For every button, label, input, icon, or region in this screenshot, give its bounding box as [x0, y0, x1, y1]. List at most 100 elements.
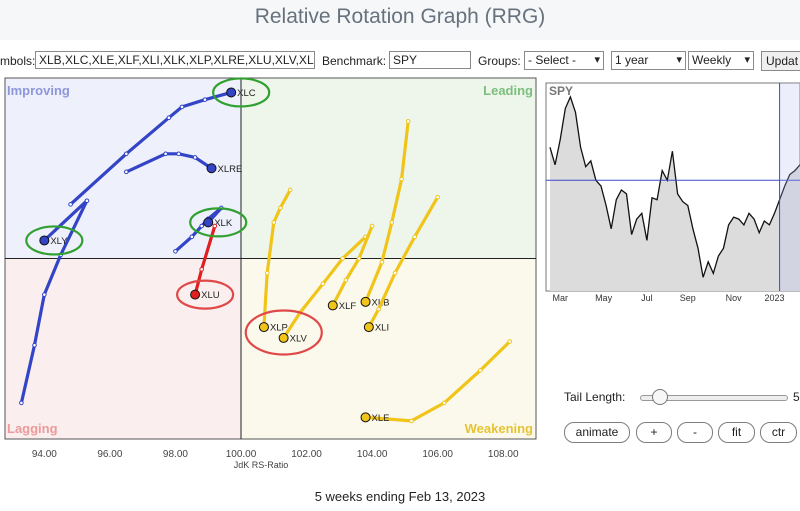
spy-x-tick-label: Jul	[641, 293, 653, 303]
tail-point-xly	[42, 292, 47, 297]
spy-x-tick-label: Nov	[726, 293, 743, 303]
rrg-quadrants: Improving Leading Lagging Weakening	[4, 77, 537, 440]
head-xlp	[258, 322, 269, 333]
frequency-select[interactable]: Weekly	[688, 51, 754, 70]
zoom-out-button[interactable]: -	[677, 422, 713, 443]
tail-point-xlb	[389, 220, 395, 225]
update-button[interactable]: Updat	[761, 51, 800, 71]
tail-point-xlu	[212, 223, 218, 229]
spy-x-tick-label: Sep	[680, 293, 696, 303]
spy-x-tick-label: 2023	[764, 293, 784, 303]
label-xle: XLE	[372, 413, 390, 424]
tail-point-xlp	[278, 205, 283, 211]
tail-xlf	[331, 224, 374, 307]
tail-point-xlf	[356, 256, 362, 261]
tail-point-xlk	[199, 223, 204, 229]
quadrant-lagging	[5, 258, 241, 439]
head-xlu	[190, 289, 201, 300]
label-xli: XLI	[375, 323, 389, 334]
x-tick-label: 104.00	[357, 449, 388, 460]
head-xle	[360, 412, 371, 423]
tail-point-xlv	[320, 281, 326, 287]
tail-length-label: Tail Length:	[564, 390, 626, 404]
fit-button[interactable]: fit	[718, 422, 755, 443]
label-xly: XLY	[50, 236, 68, 247]
center-button[interactable]: ctr	[760, 422, 797, 443]
control-bar: mbols: XLB,XLC,XLE,XLF,XLI,XLK,XLP,XLRE,…	[0, 49, 800, 75]
benchmark-input[interactable]: SPY	[389, 51, 471, 69]
tail-point-xlp	[271, 220, 277, 225]
tail-point-xli	[412, 234, 418, 240]
spy-area	[550, 96, 800, 292]
x-tick-label: 96.00	[97, 449, 122, 460]
head-xlv	[278, 332, 289, 343]
head-xlc	[226, 87, 237, 98]
quadrant-leading	[241, 78, 536, 259]
label-xlf: XLF	[339, 301, 357, 312]
quadrant-label-weakening: Weakening	[465, 421, 533, 436]
tail-length-slider-thumb[interactable]	[652, 389, 668, 405]
period-select[interactable]: 1 year	[611, 51, 686, 70]
tail-xly	[19, 199, 89, 405]
tail-point-xlre	[192, 155, 198, 160]
spy-tail-window	[779, 83, 800, 291]
tail-point-xlf	[343, 277, 349, 283]
tail-point-xly	[32, 342, 37, 348]
head-xli	[363, 322, 374, 333]
tail-point-xlp	[264, 270, 270, 276]
tail-point-xlc	[202, 97, 208, 102]
quadrant-label-lagging: Lagging	[7, 421, 58, 436]
highlight-circle-xlp-xlv	[244, 309, 323, 356]
label-xlk: XLK	[214, 218, 233, 229]
highlight-circle-xly	[25, 225, 84, 256]
highlight-circle-xlu	[176, 279, 235, 310]
tail-point-xlre	[163, 151, 168, 157]
tail-point-xlb	[399, 176, 404, 182]
quadrant-label-improving: Improving	[7, 83, 70, 98]
tail-point-xlc	[68, 202, 73, 207]
x-tick-label: 106.00	[422, 449, 453, 460]
tail-point-xli	[392, 270, 398, 276]
spy-x-tick-label: Mar	[552, 293, 568, 303]
head-xly	[39, 235, 50, 246]
tail-xlc	[69, 90, 233, 206]
label-xlre: XLRE	[218, 164, 243, 175]
tail-point-xly	[84, 198, 90, 204]
rrg-chart: Improving Leading Lagging Weakening 94.00 96…	[4, 77, 800, 470]
tail-point-xlu	[199, 267, 204, 272]
tail-point-xlv	[340, 256, 345, 261]
rrg-x-axis: 94.00 96.00 98.00 100.00 102.00 104.00 106.00 1…	[32, 449, 519, 470]
tail-point-xly	[19, 400, 24, 406]
x-axis-label: JdK RS-Ratio	[234, 460, 289, 470]
x-tick-label: 94.00	[32, 449, 57, 460]
head-xlre	[206, 163, 217, 174]
tail-point-xlb	[405, 119, 411, 124]
tail-point-xlk	[189, 234, 195, 240]
tail-point-xle	[409, 418, 414, 424]
tail-length-value: 5	[793, 390, 800, 404]
tail-point-xli	[435, 194, 440, 200]
zoom-in-button[interactable]: +	[636, 422, 672, 443]
rrg-highlight-circles	[25, 77, 323, 356]
symbols-input[interactable]: XLB,XLC,XLE,XLF,XLI,XLK,XLP,XLRE,XLU,XLV…	[35, 51, 315, 69]
tail-point-xle	[507, 339, 513, 344]
quadrant-label-leading: Leading	[483, 83, 533, 98]
x-tick-label: 102.00	[291, 449, 322, 460]
tail-point-xlc	[166, 115, 172, 121]
tail-point-xlre	[176, 151, 182, 157]
quadrant-improving	[5, 78, 241, 259]
groups-select[interactable]: - Select -	[524, 51, 604, 70]
spy-x-tick-label: May	[595, 293, 613, 303]
label-xlc: XLC	[237, 88, 256, 99]
tail-length-slider[interactable]	[640, 395, 788, 401]
tail-point-xle	[477, 368, 483, 373]
spy-chart: SPY Mar May Jul Sep Nov 2023	[545, 82, 800, 303]
tail-point-xlc	[179, 104, 185, 110]
head-xlk	[203, 217, 214, 228]
tail-point-xlre	[123, 169, 129, 175]
highlight-circle-xlc	[212, 77, 271, 108]
animate-button[interactable]: animate	[564, 422, 630, 443]
tail-point-xli	[376, 306, 381, 312]
x-tick-label: 108.00	[488, 449, 519, 460]
highlight-circle-xlk	[189, 207, 248, 238]
